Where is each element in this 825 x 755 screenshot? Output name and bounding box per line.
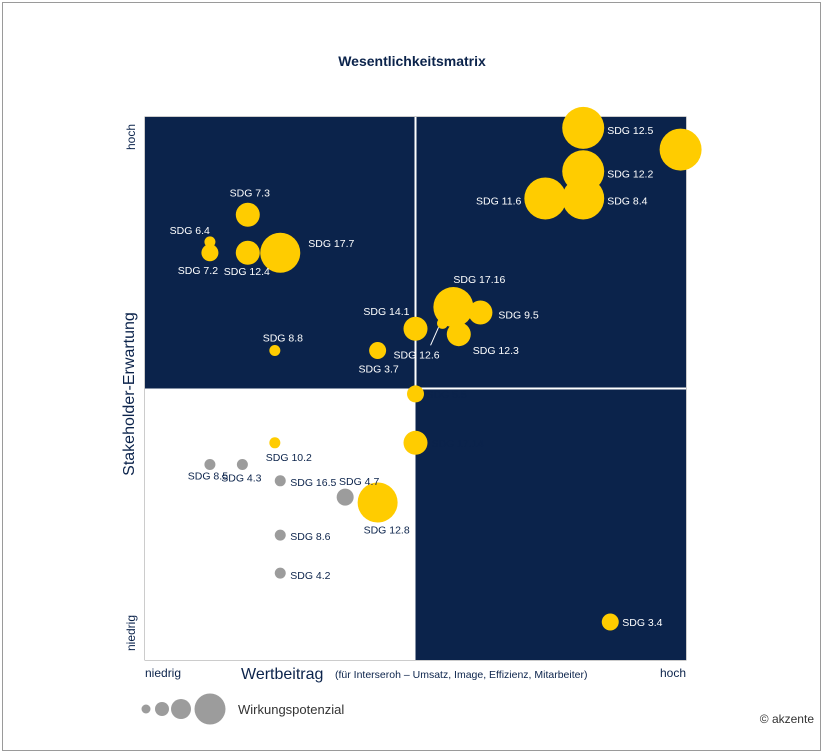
label-sdg-12-5: SDG 12.5 (607, 125, 653, 137)
point-sdg-4-3 (236, 459, 248, 471)
x-axis-label: Wertbeitrag (241, 666, 323, 683)
label-sdg-8-4: SDG 8.4 (607, 195, 647, 207)
point-sdg-8-8 (269, 344, 281, 356)
point-1-5-grad-ziel (659, 128, 702, 171)
point-sdg-17-7 (260, 232, 301, 273)
point-sdg-4-7 (336, 488, 354, 506)
label-sdg-14-1: SDG 14.1 (363, 306, 409, 318)
label-sdg-8-5: SDG 8.5 (188, 471, 228, 483)
size-legend: Wirkungspotenzial (141, 693, 344, 725)
point-sdg-8-5 (204, 459, 216, 471)
label-sdg-12-2: SDG 12.2 (607, 168, 653, 180)
point-sdg-4-2 (274, 567, 286, 579)
point-sdg-12-4 (235, 240, 260, 265)
label-sdg-5-5: SDG 5.5 (427, 389, 467, 401)
point-sdg-7-3 (235, 202, 260, 227)
label-sdg-3-4: SDG 3.4 (622, 617, 662, 629)
points-layer (201, 106, 702, 631)
quadrant-bottom-right (415, 388, 686, 660)
point-sdg-16-5 (274, 475, 286, 487)
label-sdg-4-2: SDG 4.2 (290, 570, 330, 582)
copyright-credit: © akzente (760, 712, 815, 726)
chart-title: Wesentlichkeitsmatrix (338, 53, 486, 69)
point-sdg-11-6 (524, 177, 567, 220)
point-sdg-6-4 (204, 236, 216, 248)
size-legend-label: Wirkungspotenzial (238, 702, 344, 717)
label-sdg-4-3: SDG 4.3 (221, 473, 261, 485)
label-sdg-8-8: SDG 8.8 (263, 332, 303, 344)
size-legend-circle-2 (155, 702, 169, 716)
point-sdg-3-4 (601, 613, 619, 631)
x-tick-low: niedrig (145, 666, 181, 680)
label-1-5-grad-ziel: <1,5-Grad-Ziel (711, 146, 773, 157)
point-sdg-17-16 (433, 287, 474, 328)
point-sdg-9-5 (468, 300, 493, 325)
label-sdg-12-4: SDG 12.4 (224, 266, 270, 278)
size-legend-circle-1 (141, 704, 151, 714)
y-axis-label: Stakeholder-Erwartung (121, 312, 138, 476)
label-sdg-4-7: SDG 4.7 (339, 476, 379, 488)
quadrant-bottom-left (145, 388, 416, 660)
point-sdg-17-14 (403, 430, 428, 455)
label-sdg-17-16: SDG 17.16 (453, 274, 505, 286)
label-sdg-12-3: SDG 12.3 (473, 345, 519, 357)
label-sdg-12-8: SDG 12.8 (364, 525, 410, 537)
label-sdg-6-4: SDG 6.4 (170, 225, 210, 237)
label-sdg-17-7: SDG 17.7 (308, 238, 354, 250)
point-sdg-7-2 (201, 244, 219, 262)
point-sdg-10-2 (269, 437, 281, 449)
point-sdg-8-4 (562, 177, 605, 220)
y-tick-low: niedrig (124, 615, 138, 651)
point-sdg-12-3 (446, 322, 471, 347)
point-sdg-14-1 (403, 316, 428, 341)
label-sdg-7-2: SDG 7.2 (178, 265, 218, 277)
point-sdg-12-8 (357, 482, 398, 523)
label-sdg-17-14: SDG 17.14 (432, 438, 484, 450)
label-sdg-10-2: SDG 10.2 (266, 452, 312, 464)
size-legend-circle-3 (171, 699, 191, 719)
point-sdg-3-7 (369, 341, 387, 359)
point-sdg-12-5 (562, 106, 605, 149)
size-legend-circle-4 (194, 693, 226, 725)
label-sdg-7-3: SDG 7.3 (230, 188, 270, 200)
point-sdg-8-6 (274, 529, 286, 541)
leader-line-sdg-12-6 (430, 327, 440, 346)
label-sdg-11-6: SDG 11.6 (476, 195, 521, 207)
label-sdg-3-7: SDG 3.7 (358, 363, 398, 375)
point-sdg-5-5 (407, 385, 424, 403)
point-sdg-12-6 (437, 317, 449, 329)
label-sdg-16-5: SDG 16.5 (290, 477, 336, 489)
label-sdg-12-6: SDG 12.6 (393, 349, 439, 361)
label-sdg-9-5: SDG 9.5 (498, 309, 538, 321)
x-tick-high: hoch (660, 666, 686, 680)
label-sdg-8-6: SDG 8.6 (290, 531, 330, 543)
y-tick-high: hoch (124, 124, 138, 150)
x-axis-note: (für Interseroh – Umsatz, Image, Effizie… (335, 669, 587, 681)
quadrant-top-right (415, 117, 686, 389)
labels-layer: SDG 12.5 <1,5-Grad-Ziel SDG 12.2 SDG 8.4 SDG… (170, 125, 772, 629)
